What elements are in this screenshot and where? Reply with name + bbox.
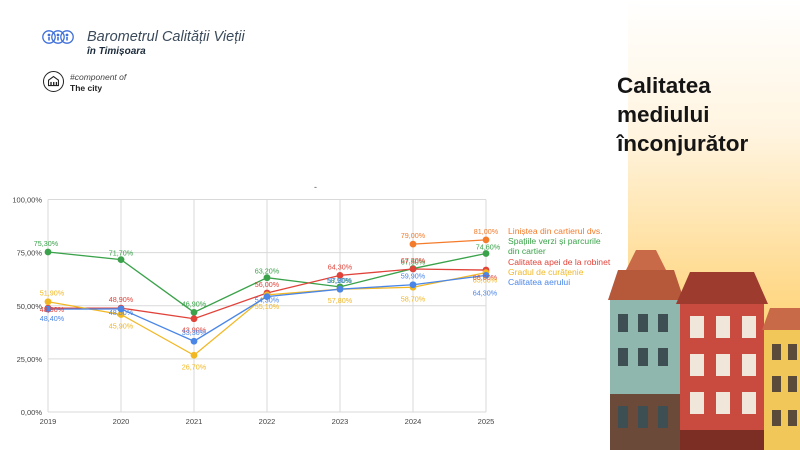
data-label: 45,90% (109, 321, 134, 330)
center-dash-marker: - (314, 182, 317, 192)
building-circle-icon (43, 71, 64, 92)
data-label: 67,30% (401, 256, 426, 265)
data-label: 51,90% (40, 289, 65, 298)
data-label: 66,80% (473, 273, 498, 282)
x-tick-label: 2021 (186, 417, 203, 426)
data-label: 63,20% (255, 267, 280, 276)
series-data-labels: 79,00% 81,00% 75,30% 71,70% 46,90% 63,20% 58,9… (34, 227, 501, 371)
x-tick-label: 2025 (478, 417, 495, 426)
y-tick-label: 0,00% (21, 408, 43, 417)
x-tick-label: 2019 (40, 417, 57, 426)
series-points (44, 236, 490, 359)
y-tick-label: 100,00% (12, 196, 42, 205)
data-label: 71,70% (109, 249, 134, 258)
data-label: 58,90% (327, 276, 352, 285)
data-point (482, 271, 490, 279)
x-tick-label: 2020 (113, 417, 130, 426)
brand-title: Barometrul Calității Vieții (87, 29, 245, 45)
legend-entry: Calitatea aerului (508, 277, 571, 288)
buildings-illustration (608, 250, 800, 450)
data-point (263, 274, 271, 282)
data-point (409, 265, 417, 273)
data-label: 64,30% (328, 262, 353, 271)
data-point (409, 240, 417, 248)
panel-title-line-3: înconjurător (617, 131, 749, 156)
y-tick-label: 50,00% (17, 302, 43, 311)
legend-entry: Gradul de curățenie (508, 266, 584, 277)
data-label: 46,90% (182, 299, 207, 308)
data-label: 65,60% (473, 276, 498, 285)
line-chart: 0,00%25,00%50,00%75,00%100,00% 2019 2020 2… (12, 196, 501, 427)
series-line (412, 239, 487, 245)
data-label: 57,80% (328, 276, 353, 285)
component-of-label: #component of (70, 72, 127, 82)
data-point (336, 285, 344, 293)
data-label: 79,00% (401, 231, 426, 240)
data-point (190, 315, 198, 323)
y-axis-ticks: 0,00% 25,00% 50,00% 75,00% 100,00% (12, 196, 42, 418)
legend-entry: Spațiile verzi și parcurile (508, 236, 601, 247)
data-point (44, 298, 52, 306)
brand-logo-icon (42, 30, 74, 44)
data-label: 74,60% (476, 242, 501, 251)
x-tick-label: 2024 (405, 417, 422, 426)
data-label: 57,80% (328, 296, 353, 305)
data-point (117, 311, 125, 318)
data-point (409, 281, 417, 289)
legend-entry: Calitatea apei de la robinet (508, 256, 611, 267)
data-point (44, 248, 52, 256)
data-point (482, 236, 490, 244)
data-label: 43,90% (182, 326, 207, 335)
panel-title-line-1: Calitatea (617, 73, 711, 98)
x-axis-ticks: 2019 2020 2021 2022 2023 2024 2025 (40, 417, 495, 426)
data-point (190, 308, 198, 316)
data-label: 48,90% (40, 305, 65, 314)
chart-legend: Liniștea din cartierul dvs. Spațiile verz… (508, 226, 610, 287)
panel-title-line-2: mediului (617, 102, 710, 127)
data-label: 56,00% (255, 280, 280, 289)
data-label: 67,50% (401, 258, 426, 267)
x-tick-label: 2023 (332, 417, 349, 426)
data-point (190, 337, 198, 345)
the-city-label: The city (70, 83, 103, 93)
panel-title: Calitatea mediului înconjurător (617, 71, 787, 158)
legend-entry: din cartier (508, 246, 546, 257)
data-label: 48,90% (109, 295, 134, 304)
data-label: 75,30% (34, 239, 59, 248)
data-point (117, 256, 125, 264)
legend-entry: Liniștea din cartierul dvs. (508, 226, 603, 236)
y-tick-label: 25,00% (17, 355, 43, 364)
data-label: 48,50% (109, 308, 134, 317)
data-label: 81,00% (474, 227, 499, 236)
data-point (263, 293, 271, 301)
data-label: 33,30% (182, 328, 207, 337)
data-point (117, 305, 125, 313)
data-label: 26,70% (182, 362, 207, 371)
data-label: 54,30% (255, 296, 280, 305)
data-label: 59,90% (401, 272, 426, 281)
data-point (336, 271, 344, 279)
data-label: 58,70% (401, 294, 426, 303)
brand-subtitle: în Timișoara (87, 46, 146, 57)
data-point (190, 351, 198, 359)
x-tick-label: 2022 (259, 417, 276, 426)
data-label: 64,30% (473, 288, 498, 297)
data-label: 55,10% (255, 302, 280, 311)
data-point (44, 305, 52, 313)
data-label: 48,40% (40, 314, 65, 323)
data-point (482, 250, 490, 257)
y-tick-label: 75,00% (17, 249, 43, 258)
